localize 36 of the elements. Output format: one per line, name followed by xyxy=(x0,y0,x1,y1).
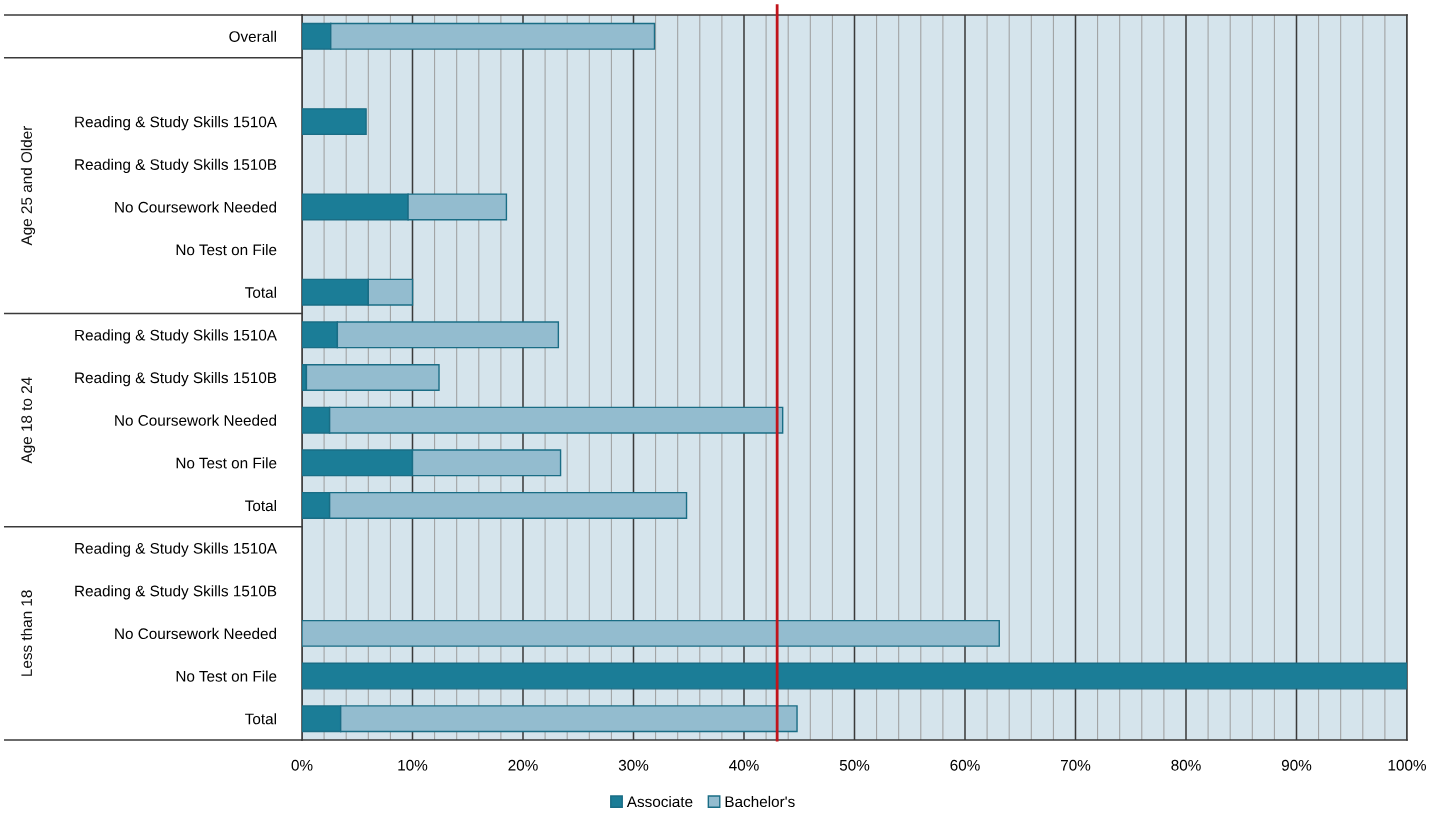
y-tick-label: Reading & Study Skills 1510A xyxy=(75,116,277,131)
y-tick-label: Reading & Study Skills 1510B xyxy=(75,371,277,387)
y-tick-label: Reading & Study Skills 1510B xyxy=(75,158,277,173)
y-tick-label: No Coursework Needed xyxy=(115,627,277,640)
y-tick-label: Reading & Study Skills 1510A xyxy=(75,542,277,557)
y-tick-label: Total xyxy=(245,286,276,298)
x-tick-label: 70% xyxy=(1060,759,1091,771)
x-tick-label: 90% xyxy=(1281,759,1312,771)
text: Age 18 to 24 xyxy=(21,377,36,464)
y-tick-label: Reading & Study Skills 1510B xyxy=(75,585,277,600)
y-tick-label: No Test on File xyxy=(176,244,277,256)
y-tick-label: No Coursework Needed xyxy=(115,414,277,426)
x-tick-label: 0% xyxy=(291,759,313,771)
text: Age 25 and Older xyxy=(20,125,36,246)
y-tick-label: Reading & Study Skills 1510A xyxy=(75,329,277,344)
bar xyxy=(302,108,367,136)
y-tick-label: No Test on File xyxy=(176,670,277,682)
x-tick-label: 60% xyxy=(950,759,980,771)
y-tick-label: Total xyxy=(245,499,276,512)
x-tick-label: 40% xyxy=(729,759,759,771)
y-tick-label: Total xyxy=(245,713,276,725)
x-tick-label: 20% xyxy=(508,759,538,771)
x-tick-label: 80% xyxy=(1171,759,1201,771)
legend-label: Associate xyxy=(626,795,693,808)
y-tick-label: No Coursework Needed xyxy=(115,201,277,213)
legend-label: Bachelor's xyxy=(725,795,795,808)
bar xyxy=(302,619,1000,647)
x-tick-label: 30% xyxy=(618,759,649,771)
bar xyxy=(302,662,1407,690)
x-tick-label: 50% xyxy=(839,759,870,771)
x-tick-label: 100% xyxy=(1388,759,1426,771)
y-tick-label: Overall xyxy=(229,30,276,43)
bar xyxy=(305,364,440,391)
x-tick-label: 10% xyxy=(398,759,428,771)
text: Less than 18 xyxy=(20,590,33,676)
y-tick-label: No Test on File xyxy=(176,457,277,469)
